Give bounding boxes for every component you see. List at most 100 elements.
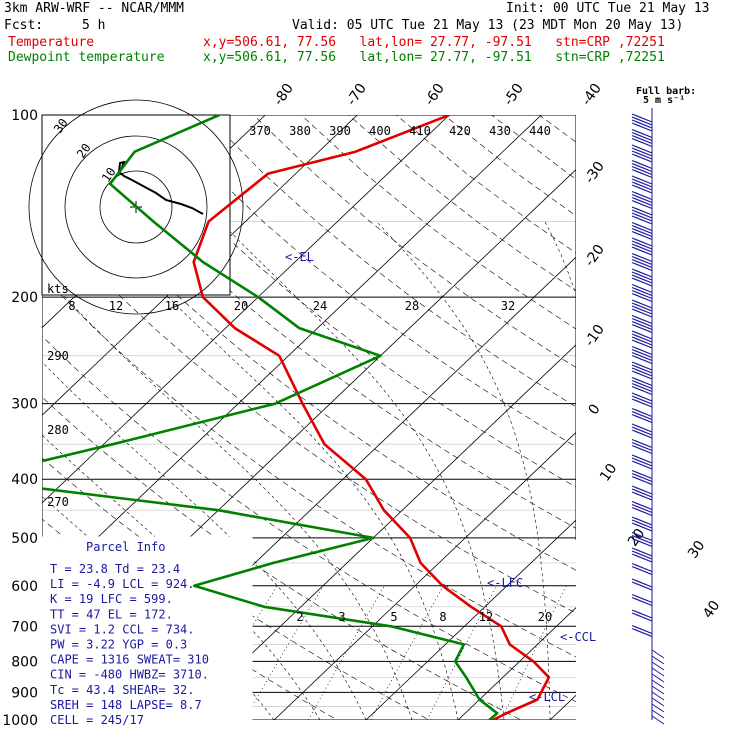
hodograph-ring-label: 30 [51, 116, 71, 136]
moist-adiabat [219, 221, 505, 720]
wind-barb [631, 227, 653, 238]
wind-barb [631, 553, 653, 563]
wind-barb [631, 274, 653, 284]
wind-barb [631, 184, 653, 194]
parcel-info-row: PW = 3.22 YGP = 0.3 [50, 638, 187, 652]
wind-barb [631, 593, 653, 604]
wind-barb [631, 144, 653, 154]
wind-barb [631, 413, 653, 424]
wind-barb [651, 679, 665, 689]
wind-barb [631, 283, 653, 294]
wind-barb [651, 703, 665, 713]
dry-adiabat [300, 115, 576, 330]
wind-barb [631, 252, 653, 263]
wind-barb [631, 457, 653, 467]
isotherm-line [642, 115, 740, 720]
wind-barb [631, 516, 653, 526]
hodograph-ring [28, 99, 244, 315]
dry-adiabat [587, 115, 740, 733]
wind-barb [631, 379, 653, 390]
wind-barb [631, 339, 653, 349]
wetbulb-label: 8 [68, 299, 75, 313]
wind-barb [631, 261, 653, 272]
wind-barb [631, 444, 653, 455]
theta-e-label: 410 [409, 124, 431, 138]
isotherm-line [457, 607, 576, 720]
theta-e-label: 370 [249, 124, 271, 138]
temperature-profile [192, 115, 551, 720]
wetbulb-label: 20 [234, 299, 248, 313]
wind-barb [631, 277, 653, 287]
wind-barb [631, 134, 653, 145]
wind-barb [631, 395, 653, 405]
pressure-label: 800 [11, 654, 38, 670]
wind-barb [631, 181, 653, 191]
wind-barb [631, 258, 653, 269]
mixing-ratio-line [307, 585, 385, 720]
wind-barb [631, 299, 653, 309]
wind-barb [631, 336, 653, 346]
theta-e-label: 380 [289, 124, 311, 138]
wind-barb [631, 410, 653, 421]
wind-barb [631, 286, 653, 297]
wind-barb [631, 268, 653, 278]
isotherm-label: 40 [700, 598, 723, 622]
moist-adiabat [42, 270, 413, 720]
isotherm-label: -20 [582, 242, 608, 270]
wind-barb [631, 224, 653, 235]
theta-label: 270 [47, 495, 69, 509]
wind-barb [631, 196, 653, 207]
theta-e-label: 390 [329, 124, 351, 138]
wind-barb [631, 351, 653, 362]
dry-adiabat [491, 115, 576, 180]
mixing-ratio-line [426, 585, 497, 720]
level-marker: <-LFC [487, 576, 523, 590]
wind-barb [631, 503, 653, 514]
wind-barb [631, 627, 653, 638]
wind-barb [631, 230, 653, 241]
wind-barb [631, 472, 653, 483]
mixing-ratio-label: 2 [296, 610, 303, 624]
wind-barb [631, 519, 653, 529]
pressure-label: 600 [11, 579, 38, 595]
wind-barb [631, 354, 653, 365]
wind-barb [631, 429, 653, 439]
wind-barb [631, 323, 653, 334]
theta-label: 280 [47, 423, 69, 437]
wind-barb [631, 581, 653, 591]
parcel-info-title: Parcel Info [86, 540, 165, 554]
wind-barb [631, 246, 653, 256]
moist-adiabat [376, 221, 551, 720]
wind-barb [631, 534, 653, 545]
parcel-info-row: CIN = -480 HWBZ= 3710. [50, 668, 209, 682]
wind-barb [631, 159, 653, 170]
isotherm-label: 30 [685, 538, 708, 562]
wind-barb [631, 460, 653, 470]
dry-adiabat [157, 115, 576, 447]
wind-barb [631, 364, 653, 374]
level-marker: <-EL [285, 250, 314, 264]
theta-e-label: 430 [489, 124, 511, 138]
wind-barb [631, 333, 653, 343]
wind-barb [631, 193, 653, 204]
mixing-ratio-label: 8 [439, 610, 446, 624]
wind-barb [651, 673, 665, 683]
wind-barb [631, 165, 653, 176]
dry-adiabat [110, 115, 576, 488]
forecast-label: Fcst: [4, 18, 44, 33]
wind-barb [631, 345, 653, 356]
dry-adiabat [730, 115, 740, 733]
wind-barb [631, 199, 653, 210]
moist-adiabat [544, 221, 576, 297]
parcel-info-row: Tc = 43.4 SHEAR= 32. [50, 683, 195, 697]
wind-barb [631, 547, 653, 557]
pressure-label: 1000 [2, 713, 38, 729]
moist-adiabat [96, 221, 459, 720]
wind-barb [631, 407, 653, 418]
theta-label: 290 [47, 349, 69, 363]
wind-barb [631, 175, 653, 185]
parcel-info-box [41, 536, 253, 721]
pressure-label: 200 [11, 290, 38, 306]
wind-barb [631, 131, 653, 142]
dry-adiabat [42, 274, 576, 658]
